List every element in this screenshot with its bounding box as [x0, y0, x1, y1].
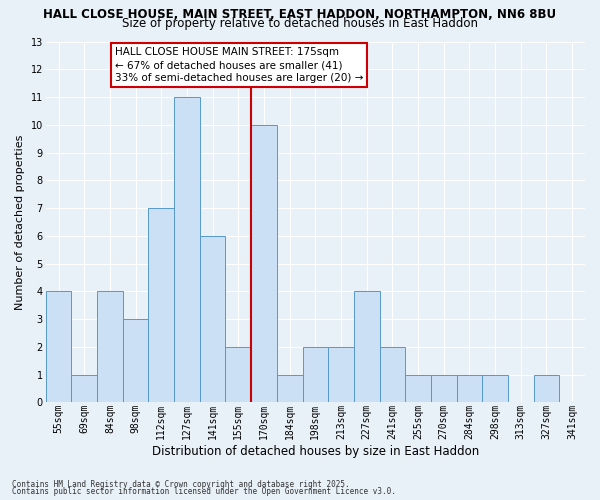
Bar [277, 374, 302, 402]
Text: Size of property relative to detached houses in East Haddon: Size of property relative to detached ho… [122, 18, 478, 30]
Bar [533, 374, 559, 402]
Bar [431, 374, 457, 402]
Bar [354, 292, 380, 403]
Bar [71, 374, 97, 402]
Bar [148, 208, 174, 402]
Text: HALL CLOSE HOUSE, MAIN STREET, EAST HADDON, NORTHAMPTON, NN6 8BU: HALL CLOSE HOUSE, MAIN STREET, EAST HADD… [43, 8, 557, 20]
Y-axis label: Number of detached properties: Number of detached properties [15, 134, 25, 310]
Bar [457, 374, 482, 402]
Bar [226, 347, 251, 403]
Bar [97, 292, 123, 403]
Text: Contains public sector information licensed under the Open Government Licence v3: Contains public sector information licen… [12, 487, 396, 496]
Bar [482, 374, 508, 402]
Bar [380, 347, 405, 403]
Bar [200, 236, 226, 402]
Text: HALL CLOSE HOUSE MAIN STREET: 175sqm
← 67% of detached houses are smaller (41)
3: HALL CLOSE HOUSE MAIN STREET: 175sqm ← 6… [115, 47, 364, 84]
Bar [46, 292, 71, 403]
Bar [174, 97, 200, 402]
X-axis label: Distribution of detached houses by size in East Haddon: Distribution of detached houses by size … [152, 444, 479, 458]
Bar [328, 347, 354, 403]
Bar [405, 374, 431, 402]
Text: Contains HM Land Registry data © Crown copyright and database right 2025.: Contains HM Land Registry data © Crown c… [12, 480, 350, 489]
Bar [251, 125, 277, 402]
Bar [302, 347, 328, 403]
Bar [123, 319, 148, 402]
